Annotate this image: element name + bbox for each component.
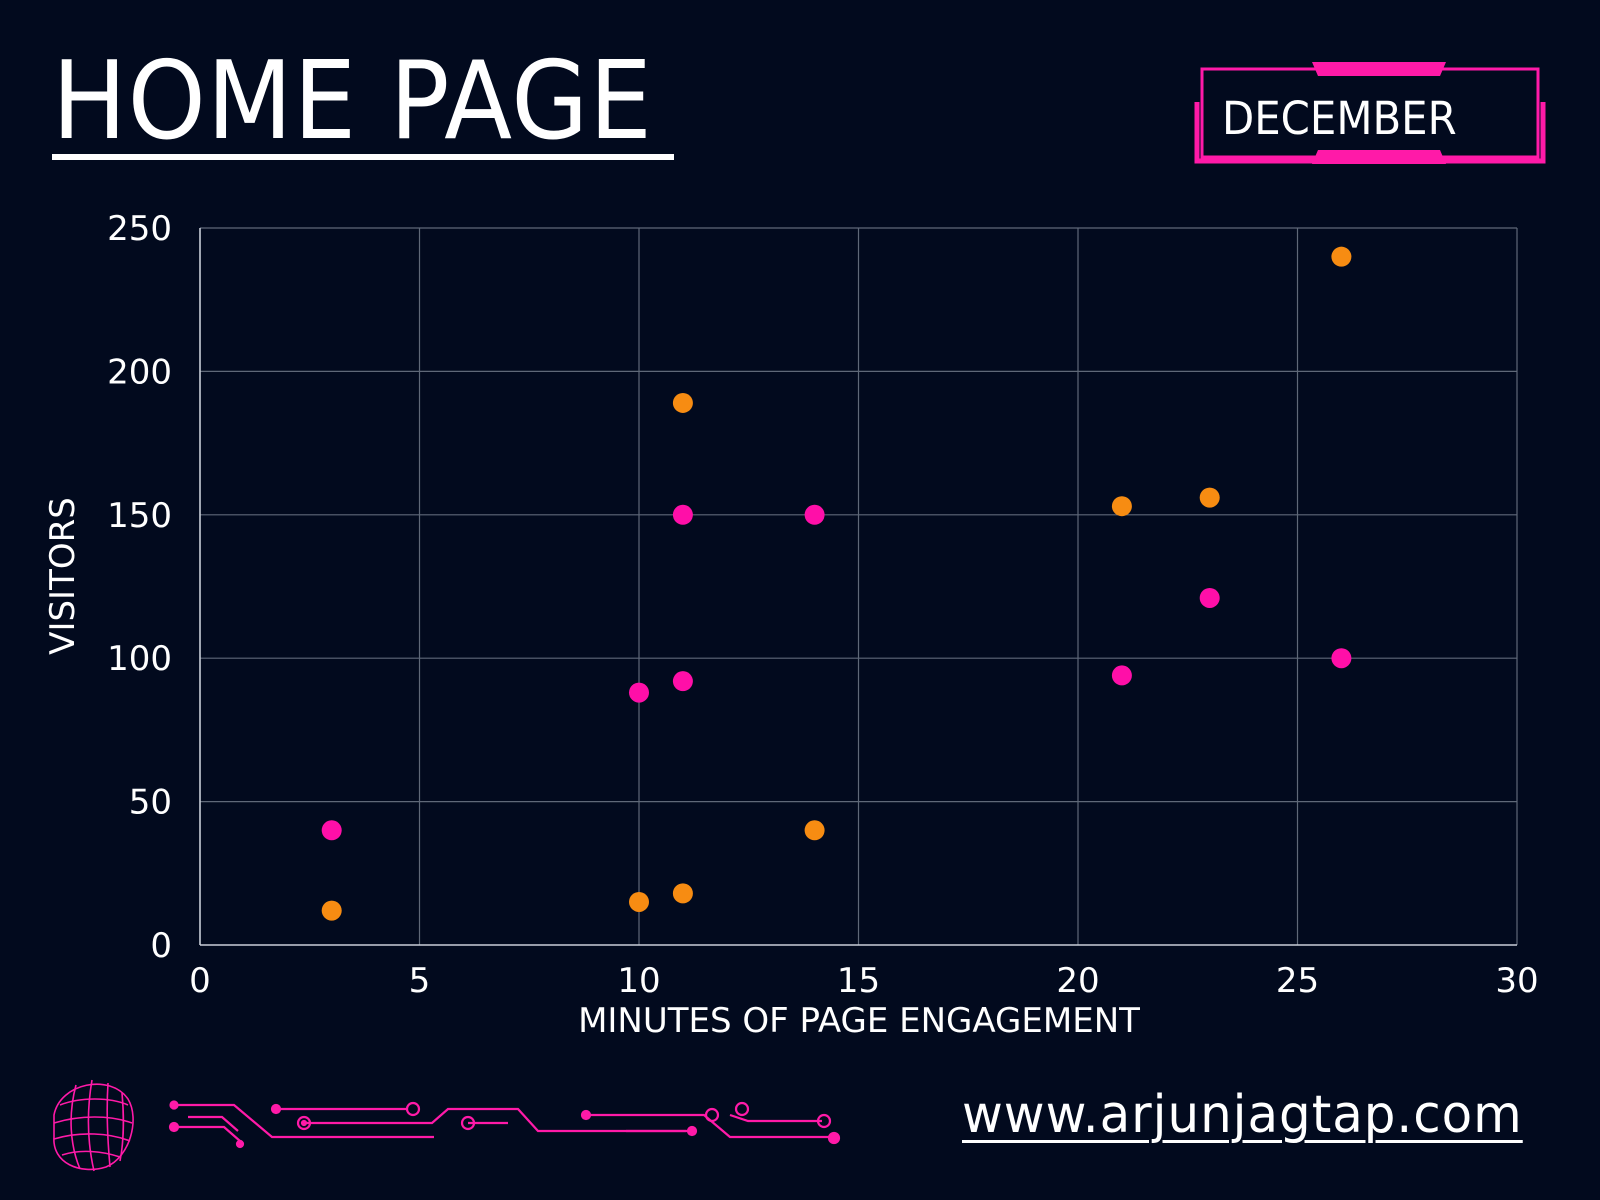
footer-decoration — [53, 1079, 841, 1172]
data-point-series-2 — [321, 900, 342, 921]
x-tick-label: 20 — [1056, 961, 1099, 1001]
wireframe-globe-icon — [53, 1079, 134, 1172]
data-point-series-2 — [1331, 246, 1352, 267]
scatter-chart: 0 5 10 15 20 25 30 0 50 100 150 200 250 MINUTES OF P… — [43, 209, 1539, 1041]
x-tick-label: 0 — [189, 961, 211, 1001]
data-point-series-2 — [629, 891, 649, 912]
data-point-series-1 — [672, 504, 693, 525]
data-point-series-2 — [1199, 487, 1220, 508]
tick-labels: 0 5 10 15 20 25 30 0 50 100 150 200 250 — [107, 209, 1539, 1001]
data-point-series-2 — [672, 392, 693, 413]
y-tick-label: 50 — [129, 783, 172, 823]
month-label: DECEMBER — [1222, 92, 1457, 145]
data-point-series-1 — [804, 504, 825, 525]
x-tick-label: 5 — [409, 961, 431, 1001]
y-tick-label: 150 — [107, 496, 172, 536]
data-point-series-1 — [629, 682, 649, 703]
y-tick-label: 0 — [150, 926, 172, 966]
month-badge-frame — [1194, 62, 1546, 164]
x-tick-label: 25 — [1276, 961, 1319, 1001]
grid-lines — [200, 227, 1518, 945]
data-point-series-1 — [1111, 665, 1132, 686]
website-link[interactable]: www.arjunjagtap.com — [962, 1085, 1523, 1145]
data-point-series-1 — [321, 820, 342, 841]
title-underline — [52, 154, 674, 160]
data-point-series-1 — [672, 671, 693, 692]
y-tick-label: 200 — [107, 352, 172, 392]
y-axis-title: VISITORS — [43, 497, 83, 655]
data-point-series-2 — [804, 820, 825, 841]
x-tick-label: 15 — [837, 961, 880, 1001]
data-point-series-2 — [1111, 496, 1132, 517]
x-tick-label: 30 — [1495, 961, 1538, 1001]
badge-bottom-tab — [1312, 150, 1446, 164]
data-point-series-2 — [672, 883, 693, 904]
axes — [199, 228, 1517, 946]
data-point-series-1 — [1331, 648, 1352, 669]
data-point-series-1 — [1199, 587, 1220, 608]
data-points — [321, 246, 1352, 921]
y-tick-label: 100 — [107, 639, 172, 679]
x-axis-title: MINUTES OF PAGE ENGAGEMENT — [578, 1001, 1140, 1041]
x-tick-label: 10 — [617, 961, 660, 1001]
page-title: HOME PAGE — [52, 39, 653, 164]
circuit-lines-icon — [168, 1100, 841, 1149]
y-tick-label: 250 — [107, 209, 172, 249]
